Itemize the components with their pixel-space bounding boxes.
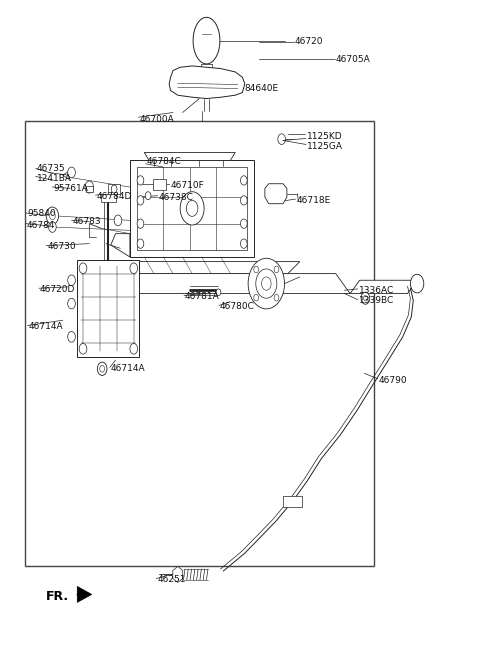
Bar bbox=[153, 179, 166, 189]
Text: 46710F: 46710F bbox=[170, 181, 204, 190]
Circle shape bbox=[130, 344, 138, 354]
Text: 1336AC: 1336AC bbox=[359, 285, 394, 295]
Circle shape bbox=[68, 331, 75, 342]
Text: 46783: 46783 bbox=[72, 217, 101, 226]
Bar bbox=[108, 183, 120, 193]
Polygon shape bbox=[169, 66, 245, 99]
Circle shape bbox=[240, 219, 247, 228]
Circle shape bbox=[46, 207, 59, 224]
Text: 46714A: 46714A bbox=[111, 364, 145, 374]
Text: 46784D: 46784D bbox=[96, 192, 132, 201]
Circle shape bbox=[240, 175, 247, 185]
Circle shape bbox=[363, 295, 367, 301]
Circle shape bbox=[130, 263, 138, 273]
Circle shape bbox=[68, 167, 75, 177]
Text: FR.: FR. bbox=[46, 590, 69, 603]
Circle shape bbox=[111, 185, 117, 193]
Text: 95761A: 95761A bbox=[53, 184, 88, 193]
Circle shape bbox=[97, 362, 107, 376]
Circle shape bbox=[186, 200, 198, 216]
Circle shape bbox=[145, 191, 151, 199]
Circle shape bbox=[100, 366, 105, 372]
Text: 46700A: 46700A bbox=[140, 115, 174, 123]
Text: 46251: 46251 bbox=[157, 575, 186, 584]
Polygon shape bbox=[137, 167, 247, 250]
Text: 46780C: 46780C bbox=[220, 302, 255, 311]
Circle shape bbox=[68, 275, 75, 285]
Circle shape bbox=[240, 195, 247, 205]
Text: 46705A: 46705A bbox=[336, 55, 371, 64]
Bar bbox=[101, 193, 116, 201]
Text: 84640E: 84640E bbox=[245, 84, 279, 93]
Circle shape bbox=[240, 239, 247, 248]
Text: 46784: 46784 bbox=[27, 221, 56, 229]
Circle shape bbox=[114, 215, 122, 225]
Circle shape bbox=[254, 294, 259, 301]
Circle shape bbox=[262, 277, 271, 290]
Circle shape bbox=[49, 211, 55, 219]
Circle shape bbox=[79, 344, 87, 354]
Circle shape bbox=[137, 175, 144, 185]
Bar bbox=[24, 121, 374, 566]
Text: 1241BA: 1241BA bbox=[36, 174, 72, 183]
Polygon shape bbox=[92, 261, 300, 273]
Text: 46720: 46720 bbox=[295, 37, 324, 47]
Circle shape bbox=[79, 263, 87, 273]
Bar bbox=[283, 496, 302, 506]
Text: 46718E: 46718E bbox=[297, 196, 331, 205]
Text: 46730: 46730 bbox=[47, 243, 76, 251]
Text: 46738C: 46738C bbox=[158, 193, 193, 201]
Polygon shape bbox=[265, 183, 287, 203]
Circle shape bbox=[410, 274, 424, 293]
Circle shape bbox=[180, 191, 204, 225]
Text: 46735: 46735 bbox=[36, 164, 65, 173]
Text: 46790: 46790 bbox=[379, 376, 408, 385]
Polygon shape bbox=[77, 586, 92, 602]
Circle shape bbox=[216, 289, 221, 295]
Text: 95840: 95840 bbox=[27, 209, 56, 218]
Polygon shape bbox=[350, 280, 417, 293]
Circle shape bbox=[248, 258, 285, 309]
Circle shape bbox=[137, 195, 144, 205]
Text: 1125GA: 1125GA bbox=[307, 142, 343, 151]
Circle shape bbox=[85, 181, 94, 193]
Polygon shape bbox=[111, 233, 130, 257]
Polygon shape bbox=[130, 161, 254, 257]
Circle shape bbox=[278, 134, 286, 145]
Circle shape bbox=[274, 294, 279, 301]
Polygon shape bbox=[193, 17, 220, 64]
Circle shape bbox=[274, 266, 279, 273]
Text: 1339BC: 1339BC bbox=[359, 296, 394, 305]
Polygon shape bbox=[173, 566, 183, 582]
Circle shape bbox=[68, 298, 75, 309]
Bar bbox=[86, 185, 93, 192]
Text: 46781A: 46781A bbox=[185, 292, 220, 301]
Polygon shape bbox=[144, 153, 235, 161]
Polygon shape bbox=[92, 273, 350, 293]
Text: 1125KD: 1125KD bbox=[307, 132, 343, 141]
Text: 46714A: 46714A bbox=[28, 322, 63, 331]
Circle shape bbox=[361, 292, 370, 304]
Text: 46784C: 46784C bbox=[147, 157, 181, 166]
Circle shape bbox=[137, 239, 144, 248]
Circle shape bbox=[256, 269, 277, 298]
Text: 46720D: 46720D bbox=[40, 285, 75, 294]
Polygon shape bbox=[77, 260, 140, 357]
Circle shape bbox=[254, 266, 259, 273]
Circle shape bbox=[137, 219, 144, 228]
Circle shape bbox=[48, 221, 56, 232]
